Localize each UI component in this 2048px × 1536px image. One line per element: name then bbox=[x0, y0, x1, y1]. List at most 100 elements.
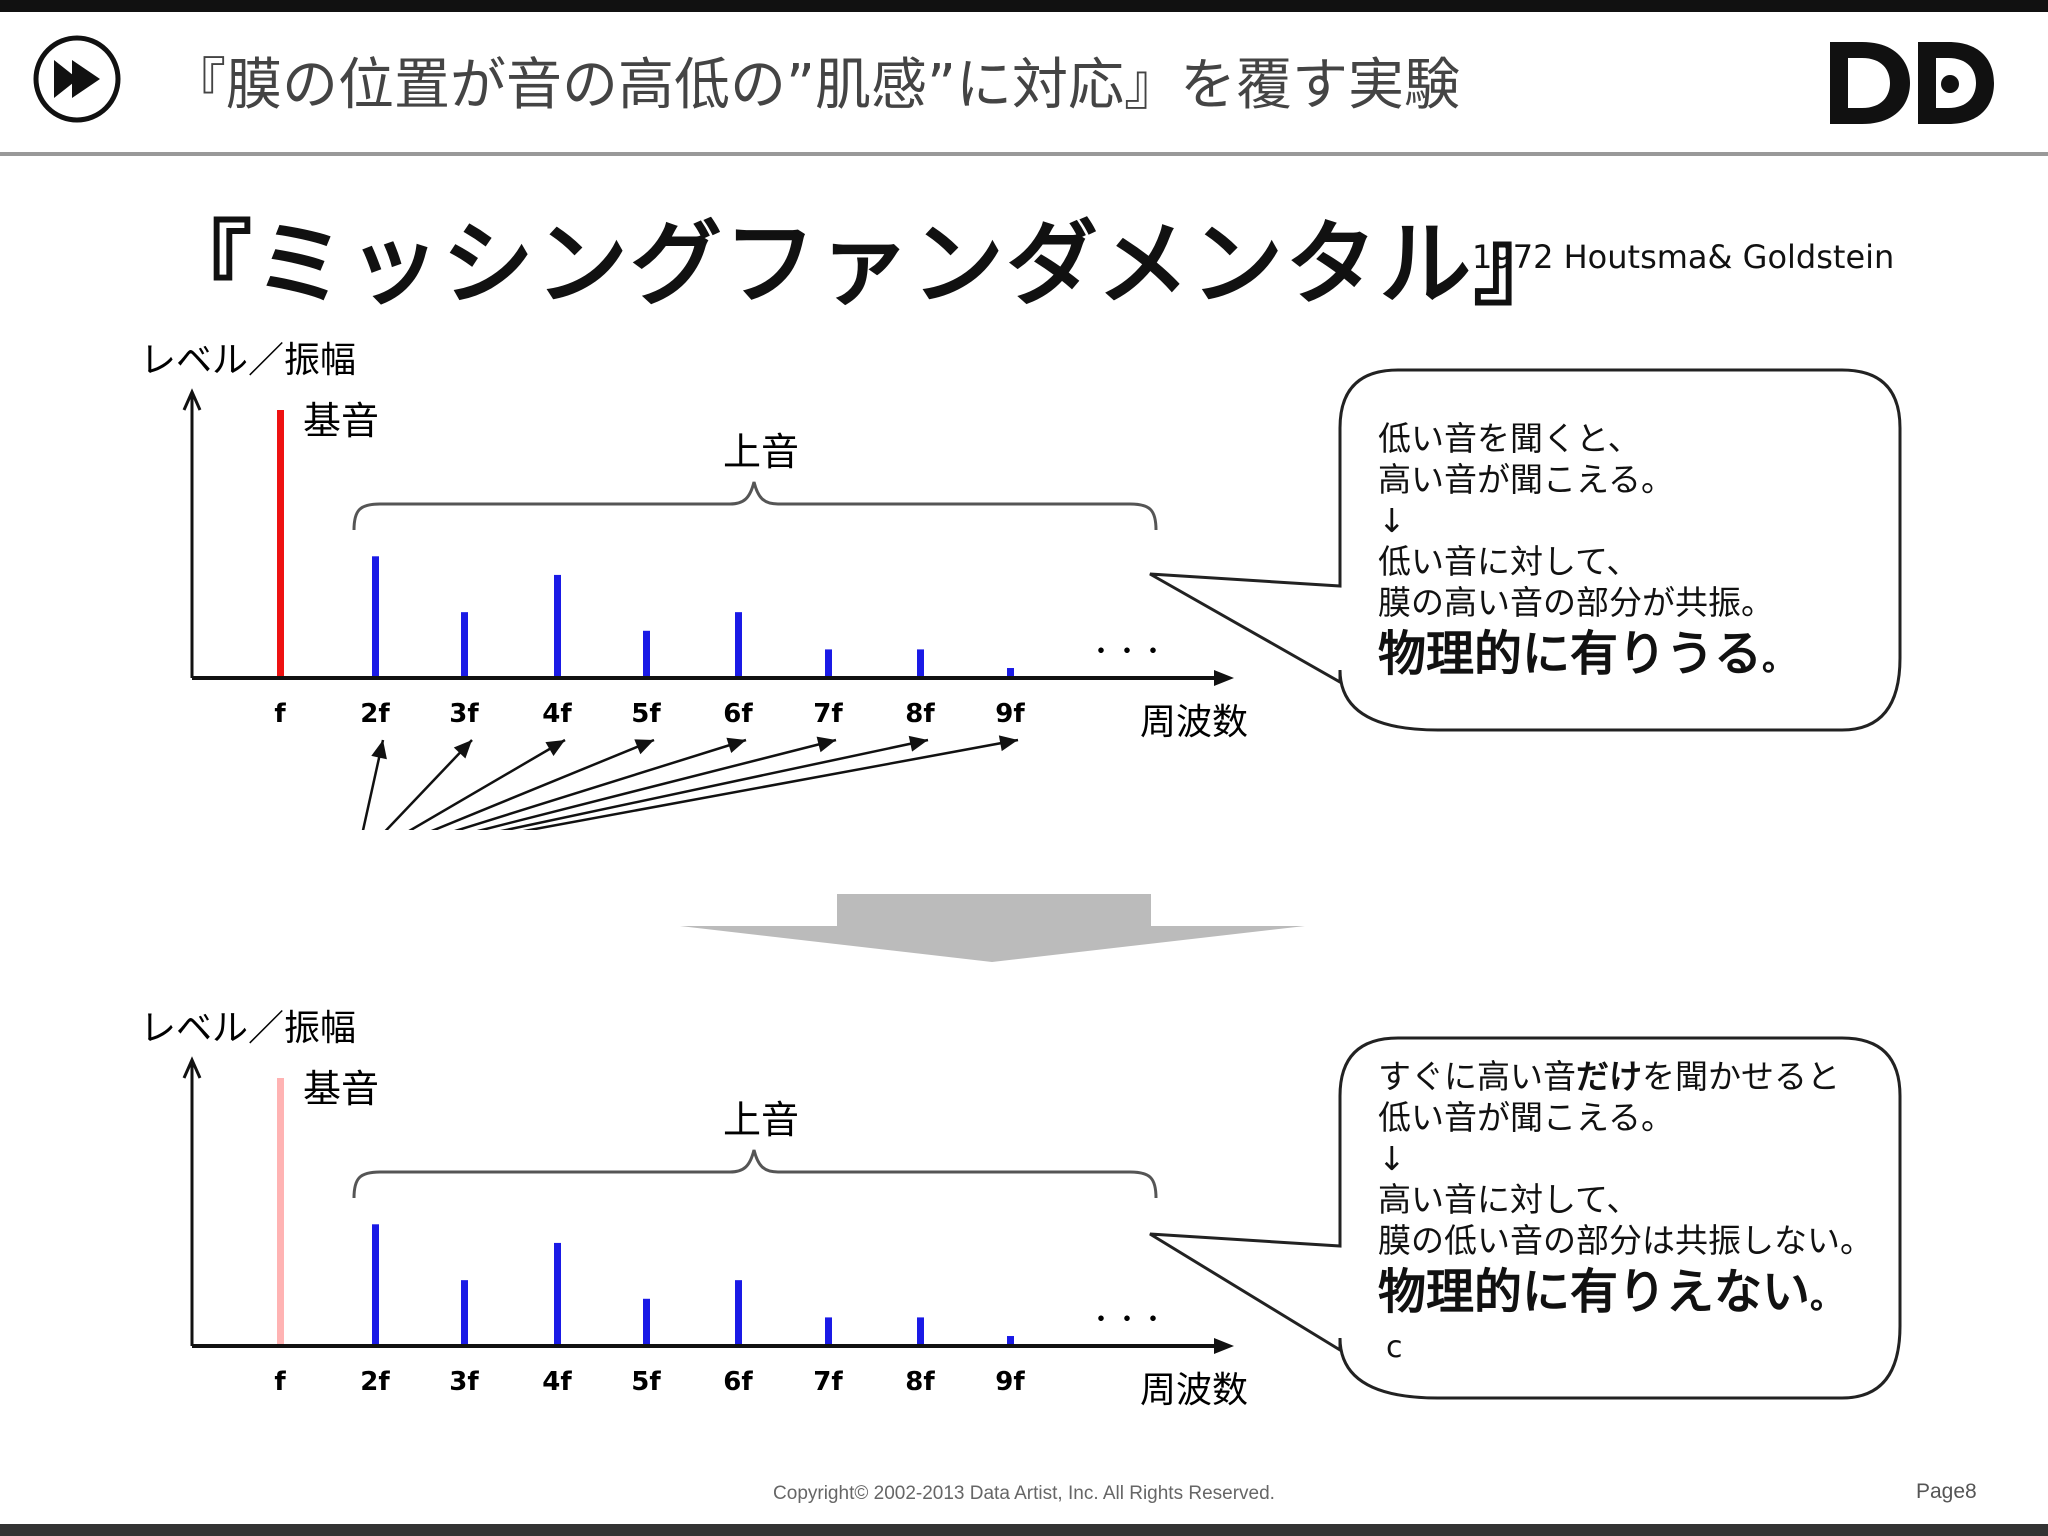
overtones-brace bbox=[352, 1149, 1158, 1199]
harmonic-bar-8f bbox=[917, 1317, 924, 1344]
harmonic-bar-6f bbox=[735, 1280, 742, 1344]
x-tick-label: 2f bbox=[360, 699, 390, 729]
slide-title: 『ミッシングファンダメンタル』 bbox=[160, 211, 1568, 318]
y-axis-label: レベル／振幅 bbox=[140, 1008, 356, 1049]
bubble-conclusion: 物理的に有りうる。 bbox=[1378, 626, 1796, 682]
bubble-line: 高い音が聞こえる。 bbox=[1378, 460, 1675, 499]
bubble-mark: c bbox=[1386, 1330, 1403, 1365]
harmonic-bar-6f bbox=[735, 612, 742, 676]
overtones-brace bbox=[352, 481, 1158, 531]
x-tick-label: 5f bbox=[631, 1367, 661, 1397]
harmonic-arrow-line bbox=[522, 738, 1019, 830]
bubble-line: 高い音に対して、 bbox=[1378, 1180, 1640, 1219]
harmonic-arrow-line bbox=[361, 739, 385, 830]
down-arrow-glyph: ↓ bbox=[1378, 1139, 1406, 1178]
x-tick-label: 7f bbox=[813, 699, 843, 729]
bubble-line: 低い音が聞こえる。 bbox=[1378, 1098, 1675, 1137]
header-divider bbox=[0, 152, 2048, 156]
x-axis-arrow bbox=[1214, 1338, 1234, 1354]
slide-header bbox=[0, 12, 2048, 154]
speech-bubble-1 bbox=[1149, 368, 1902, 732]
down-arrow bbox=[680, 894, 1305, 962]
x-tick-label: 7f bbox=[813, 1367, 843, 1397]
fundamental-bar bbox=[277, 410, 284, 676]
copyright: Copyright© 2002-2013 Data Artist, Inc. A… bbox=[773, 1483, 1275, 1504]
harmonic-bar-4f bbox=[554, 1242, 561, 1344]
harmonic-arrow-line bbox=[408, 738, 566, 830]
harmonic-bar-3f bbox=[461, 612, 468, 676]
overtones-label: 上音 bbox=[723, 1098, 799, 1142]
fundamental-label: 基音 bbox=[303, 1067, 379, 1111]
down-arrow-glyph: ↓ bbox=[1378, 501, 1406, 540]
x-tick-label: 5f bbox=[631, 699, 661, 729]
x-tick-label: 8f bbox=[905, 699, 935, 729]
y-axis-arrow bbox=[182, 388, 202, 411]
bottom-border bbox=[0, 1524, 2048, 1536]
harmonic-bar-9f bbox=[1007, 1336, 1014, 1344]
harmonic-bar-4f bbox=[554, 574, 561, 676]
bubble-1-text: 低い音を聞くと、 高い音が聞こえる。 ↓ 低い音に対して、 膜の高い音の部分が共… bbox=[1378, 418, 1795, 690]
company-logo bbox=[1830, 42, 1994, 124]
x-tick-label: f bbox=[274, 699, 286, 729]
harmonic-arrowhead bbox=[726, 737, 746, 754]
fundamental-bar bbox=[277, 1078, 284, 1344]
harmonic-arrowhead bbox=[998, 735, 1018, 752]
overtones-label: 上音 bbox=[723, 430, 799, 474]
y-axis-arrow bbox=[182, 1056, 202, 1079]
harmonic-arrow-line bbox=[476, 738, 837, 830]
x-tick-label: 2f bbox=[360, 1367, 390, 1397]
bubble-line: 低い音を聞くと、 bbox=[1378, 419, 1641, 458]
top-border bbox=[0, 0, 2048, 12]
bubble-line: 膜の高い音の部分が共振。 bbox=[1378, 583, 1774, 622]
citation: 1972 Houtsma& Goldstein bbox=[1472, 238, 1895, 276]
bubble-line: 膜の低い音の部分は共振しない。 bbox=[1378, 1221, 1873, 1260]
harmonic-arrowhead bbox=[453, 740, 472, 759]
harmonic-arrowhead bbox=[908, 735, 928, 752]
x-axis-arrow bbox=[1214, 670, 1234, 686]
harmonic-arrowhead bbox=[545, 740, 565, 756]
x-tick-label: 6f bbox=[723, 699, 753, 729]
harmonic-bar-5f bbox=[643, 630, 650, 676]
harmonic-arrow-line bbox=[384, 739, 473, 830]
x-tick-label: 6f bbox=[723, 1367, 753, 1397]
x-tick-label: 3f bbox=[449, 699, 479, 729]
harmonic-bar-7f bbox=[825, 1317, 832, 1344]
bubble-2-text: すぐに高い音だけを聞かせると 低い音が聞こえる。 ↓ 高い音に対して、 膜の低い… bbox=[1378, 1056, 1873, 1368]
harmonic-bar-3f bbox=[461, 1280, 468, 1344]
y-axis-label: レベル／振幅 bbox=[140, 340, 356, 381]
harmonic-bar-8f bbox=[917, 649, 924, 676]
bubble-conclusion: 物理的に有りえない。 bbox=[1378, 1264, 1844, 1320]
harmonic-bar-2f bbox=[372, 1224, 379, 1344]
x-axis-label: 周波数 bbox=[1140, 702, 1248, 743]
harmonic-arrows bbox=[361, 735, 1019, 830]
x-tick-label: 3f bbox=[449, 1367, 479, 1397]
harmonic-bar-5f bbox=[643, 1298, 650, 1344]
harmonic-bar-9f bbox=[1007, 668, 1014, 676]
x-tick-label: 9f bbox=[995, 1367, 1025, 1397]
harmonic-arrowhead bbox=[371, 740, 387, 760]
x-tick-label: 4f bbox=[542, 1367, 572, 1397]
page-number: Page8 bbox=[1916, 1480, 1977, 1503]
bubble-line: 低い音に対して、 bbox=[1378, 542, 1640, 581]
x-tick-label: 9f bbox=[995, 699, 1025, 729]
play-next-icon[interactable] bbox=[32, 34, 122, 124]
ellipsis-label: ・・・ bbox=[1088, 637, 1166, 667]
harmonic-arrowhead bbox=[816, 736, 836, 753]
header-title: 『膜の位置が音の高低の”肌感”に対応』を覆す実験 bbox=[170, 53, 1461, 118]
x-tick-label: f bbox=[274, 1367, 286, 1397]
spectrum-chart-missing-fundamental: レベル／振幅 f 2f 3f 4f 5f 6f 7f 8f 9f 周波数 基音 上音 ・・・ bbox=[140, 1008, 1248, 1411]
harmonic-bar-7f bbox=[825, 649, 832, 676]
harmonic-arrow-line bbox=[500, 738, 929, 830]
x-axis-label: 周波数 bbox=[1140, 1370, 1248, 1411]
harmonic-arrowhead bbox=[634, 739, 654, 755]
x-tick-label: 4f bbox=[542, 699, 572, 729]
speech-bubble-2 bbox=[1149, 1036, 1902, 1400]
x-tick-label: 8f bbox=[905, 1367, 935, 1397]
bubble-line: すぐに高い音だけを聞かせると bbox=[1378, 1057, 1840, 1096]
harmonic-arrow-line bbox=[454, 738, 747, 830]
harmonic-arrow-line bbox=[430, 738, 655, 830]
fundamental-label: 基音 bbox=[303, 399, 379, 443]
ellipsis-label: ・・・ bbox=[1088, 1305, 1166, 1335]
harmonic-bar-2f bbox=[372, 556, 379, 676]
